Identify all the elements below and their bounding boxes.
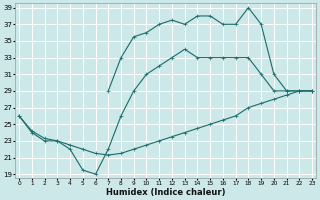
X-axis label: Humidex (Indice chaleur): Humidex (Indice chaleur) bbox=[106, 188, 225, 197]
